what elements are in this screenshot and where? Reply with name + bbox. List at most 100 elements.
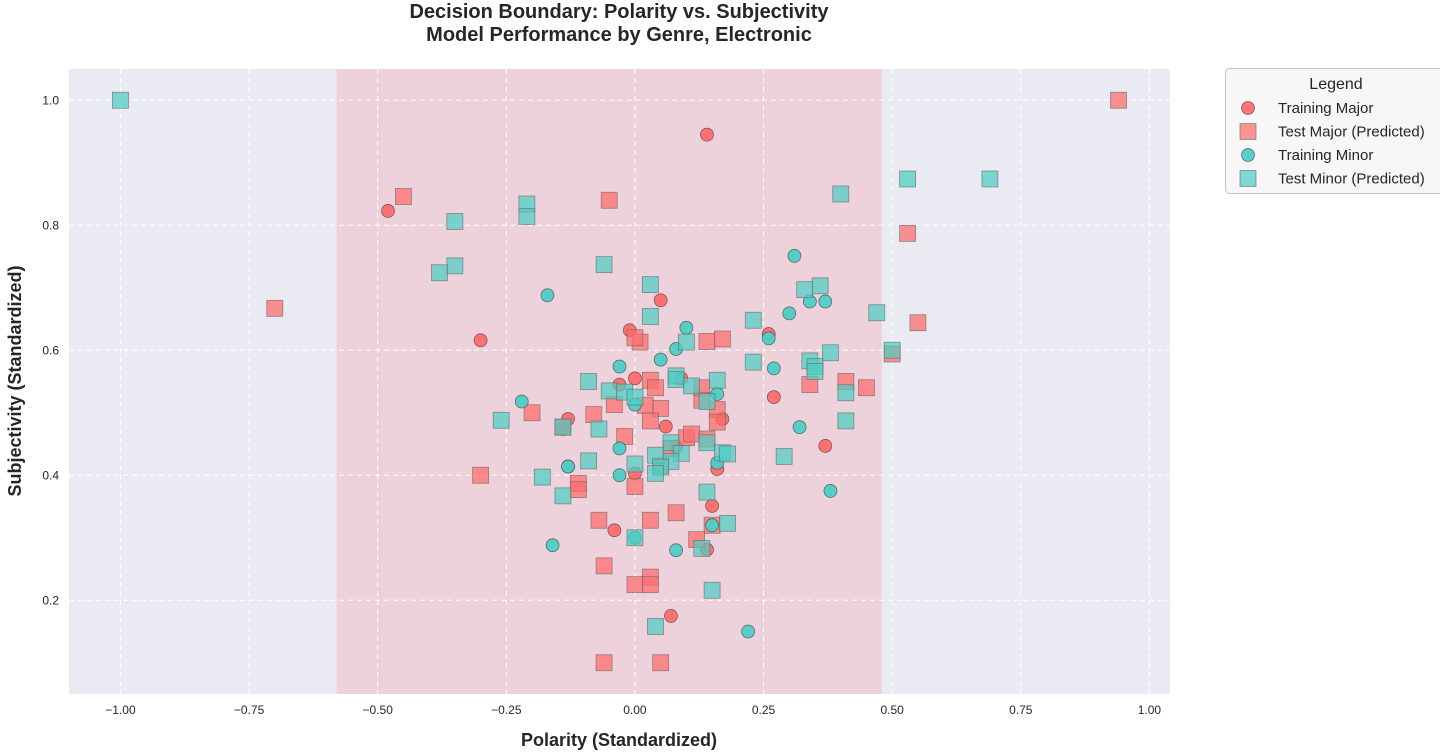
scatter-point-square [641, 412, 659, 430]
scatter-point-square [806, 363, 824, 380]
scatter-point-square [698, 434, 716, 452]
scatter-point-square [626, 455, 644, 473]
scatter-point-square [533, 468, 551, 486]
scatter-point-square [708, 413, 726, 431]
scatter-point-square [899, 170, 917, 188]
scatter-point-circle [818, 294, 833, 309]
scatter-point-circle [782, 306, 797, 321]
x-tick-label: 1.00 [1138, 703, 1162, 717]
scatter-point-circle [653, 352, 668, 367]
scatter-point-square [811, 277, 829, 295]
legend-marker [1239, 170, 1257, 187]
scatter-point-circle [792, 420, 807, 434]
scatter-point-circle [628, 371, 642, 386]
chart-title-line1: Decision Boundary: Polarity vs. Subjecti… [409, 1, 829, 23]
scatter-point-square [698, 333, 716, 350]
legend-marker [1239, 123, 1257, 140]
x-axis-ticks: −1.00 −0.75 −0.50 −0.25 0.00 0.25 0.50 0.75 1.00 [105, 703, 1161, 717]
scatter-point-square [647, 379, 664, 397]
scatter-point-square [858, 379, 875, 397]
scatter-point-circle [766, 390, 781, 404]
scatter-point-circle [705, 499, 719, 513]
scatter-point-square [523, 404, 541, 422]
scatter-point-circle [700, 127, 714, 142]
decision-region-major [336, 69, 882, 694]
scatter-point-square [626, 478, 644, 495]
scatter-point-circle [658, 419, 673, 434]
scatter-point-square [641, 511, 659, 529]
legend-title: Legend [1309, 76, 1362, 93]
scatter-point-square [641, 308, 659, 325]
legend-marker [1241, 101, 1255, 115]
scatter-point-circle [545, 538, 560, 553]
legend-marker [1241, 148, 1255, 162]
scatter-point-square [112, 91, 129, 109]
scatter-point-circle [612, 468, 627, 483]
legend: Legend Training Major Test Major (Predict… [1225, 68, 1440, 194]
scatter-point-square [446, 257, 464, 275]
scatter-point-square [652, 654, 670, 672]
scatter-point-circle [679, 320, 694, 335]
scatter-point-square [744, 311, 762, 329]
scatter-point-square [796, 281, 814, 299]
scatter-point-circle [818, 439, 833, 453]
scatter-point-circle [612, 441, 627, 456]
scatter-point-circle [607, 523, 622, 538]
scatter-point-square [554, 418, 572, 436]
scatter-point-square [775, 448, 793, 465]
x-tick-label: 0.00 [623, 703, 647, 717]
legend-entry-label: Test Minor (Predicted) [1278, 171, 1425, 188]
y-tick-label: 0.8 [42, 218, 59, 232]
x-tick-label: 0.50 [880, 703, 904, 717]
scatter-point-square [667, 504, 685, 522]
scatter-point-square [626, 388, 644, 406]
scatter-point-square [600, 191, 618, 209]
scatter-point-square [595, 256, 613, 274]
scatter-point-square [693, 539, 711, 557]
series-training-minor [514, 249, 838, 639]
legend-entry-label: Training Major [1278, 100, 1373, 117]
scatter-point-square [626, 329, 644, 347]
scatter-point-circle [612, 359, 627, 374]
scatter-point-square [698, 393, 716, 410]
scatter-point-square [1110, 91, 1127, 109]
x-tick-label: 0.75 [1009, 703, 1033, 717]
scatter-point-square [744, 353, 762, 371]
scatter-point-circle [766, 361, 781, 376]
scatter-point-square [492, 411, 510, 429]
x-tick-label: −0.50 [363, 703, 394, 717]
chart-title-line2: Model Performance by Genre, Electronic [426, 24, 812, 46]
scatter-point-square [698, 483, 716, 501]
scatter-point-square [667, 371, 685, 389]
scatter-point-square [719, 514, 736, 532]
scatter-point-square [868, 304, 886, 322]
scatter-point-square [600, 382, 618, 400]
scatter-point-square [580, 452, 598, 470]
scatter-point-square [590, 511, 608, 529]
scatter-point-square [580, 373, 598, 390]
y-tick-label: 1.0 [42, 93, 59, 107]
scatter-point-square [883, 341, 901, 359]
data-points [112, 91, 1127, 672]
scatter-point-square [626, 576, 644, 594]
scatter-point-square [822, 344, 839, 362]
scatter-point-square [647, 618, 664, 635]
x-tick-label: −0.25 [491, 703, 522, 717]
scatter-point-circle [787, 249, 802, 263]
scatter-point-square [981, 170, 999, 188]
y-tick-label: 0.4 [42, 468, 59, 482]
scatter-point-square [585, 406, 603, 424]
x-tick-label: 0.25 [752, 703, 776, 717]
scatter-point-square [431, 264, 448, 282]
y-axis-label: Subjectivity (Standardized) [5, 265, 25, 496]
scatter-point-circle [540, 288, 555, 303]
scatter-point-circle [741, 624, 755, 639]
scatter-point-square [708, 371, 726, 389]
scatter-point-square [909, 314, 927, 332]
scatter-point-circle [664, 609, 678, 623]
scatter-point-circle [381, 204, 395, 218]
scatter-point-square [832, 185, 850, 203]
x-axis-label: Polarity (Standardized) [521, 730, 717, 750]
scatter-point-square [703, 581, 721, 599]
